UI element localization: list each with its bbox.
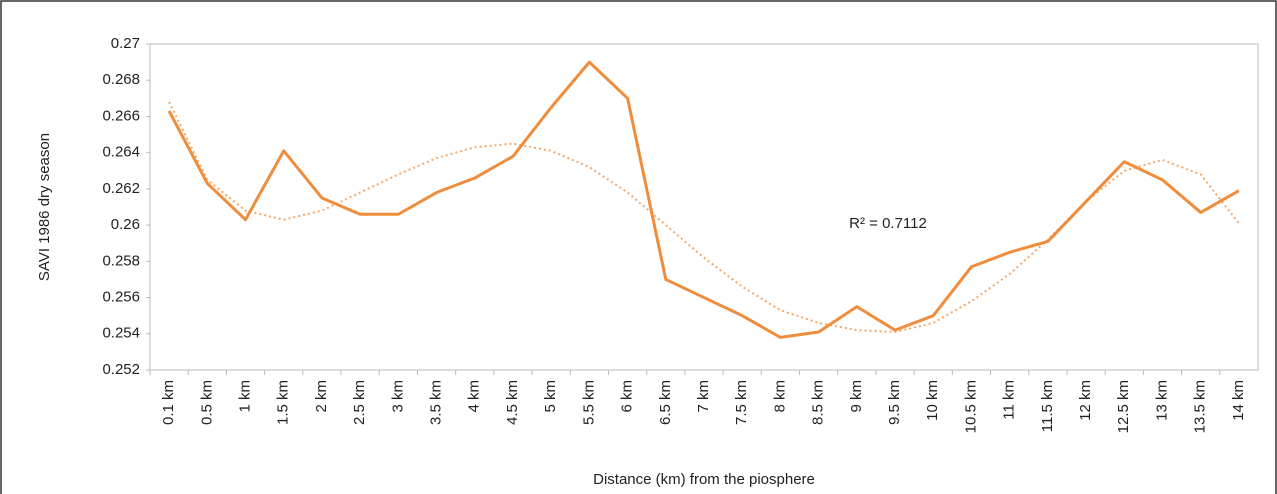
- x-tick-label: 9.5 km: [886, 380, 903, 425]
- x-tick-label: 4 km: [466, 380, 483, 413]
- x-tick-label: 10.5 km: [962, 380, 979, 433]
- x-axis-title: Distance (km) from the piosphere: [593, 471, 815, 488]
- x-tick-label: 0.1 km: [160, 380, 177, 425]
- x-tick-label: 14 km: [1230, 380, 1247, 421]
- x-tick-label: 1.5 km: [275, 380, 292, 425]
- x-tick-label: 11.5 km: [1039, 380, 1056, 432]
- x-tick-label: 6 km: [619, 380, 636, 413]
- x-tick-label: 2 km: [313, 380, 330, 413]
- annotation: R² = 0.7112: [849, 215, 927, 232]
- x-tick-label: 13 km: [1153, 380, 1170, 421]
- x-tick-label: 5 km: [542, 380, 559, 413]
- y-tick-label: 0.256: [102, 289, 140, 306]
- x-tick-label: 6.5 km: [657, 380, 674, 425]
- x-tick-label: 2.5 km: [351, 380, 368, 425]
- y-tick-label: 0.258: [102, 252, 140, 269]
- y-tick-label: 0.27: [111, 35, 140, 52]
- x-tick-label: 4.5 km: [504, 380, 521, 425]
- x-tick-label: 10 km: [924, 380, 941, 421]
- x-tick-label: 1 km: [236, 380, 253, 413]
- x-tick-label: 3 km: [389, 380, 406, 413]
- y-tick-label: 0.254: [102, 325, 140, 342]
- y-tick-label: 0.252: [102, 361, 140, 378]
- plot-area: [149, 43, 1259, 371]
- x-tick-label: 7 km: [695, 380, 712, 413]
- x-tick-label: 8.5 km: [810, 380, 827, 425]
- y-axis-title: SAVI 1986 dry season: [36, 133, 53, 281]
- x-tick-label: 8 km: [771, 380, 788, 413]
- y-tick-label: 0.266: [102, 107, 140, 124]
- data-line: [167, 60, 1240, 339]
- trendline: [168, 101, 1240, 333]
- y-tick-label: 0.264: [102, 144, 140, 161]
- x-tick-label: 12.5 km: [1115, 380, 1132, 433]
- x-tick-label: 5.5 km: [580, 380, 597, 425]
- y-tick-label: 0.268: [102, 71, 140, 88]
- x-tick-label: 3.5 km: [428, 380, 445, 425]
- x-tick-label: 0.5 km: [198, 380, 215, 425]
- y-tick-label: 0.26: [111, 216, 140, 233]
- x-tick-label: 11 km: [1001, 380, 1018, 420]
- x-tick-label: 12 km: [1077, 380, 1094, 421]
- y-tick-label: 0.262: [102, 180, 140, 197]
- x-tick-label: 7.5 km: [733, 380, 750, 425]
- x-tick-label: 9 km: [848, 380, 865, 413]
- x-tick-label: 13.5 km: [1192, 380, 1209, 433]
